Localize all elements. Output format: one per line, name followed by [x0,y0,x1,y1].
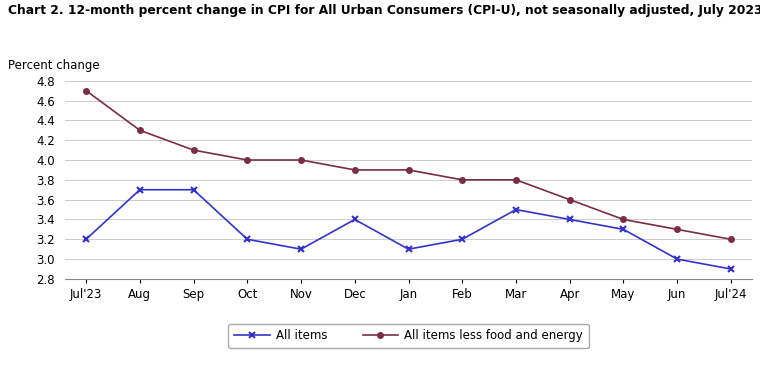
Text: Chart 2. 12-month percent change in CPI for All Urban Consumers (CPI-U), not sea: Chart 2. 12-month percent change in CPI … [8,4,760,17]
Legend: All items, All items less food and energy: All items, All items less food and energ… [229,324,588,348]
Text: Percent change: Percent change [8,59,100,72]
